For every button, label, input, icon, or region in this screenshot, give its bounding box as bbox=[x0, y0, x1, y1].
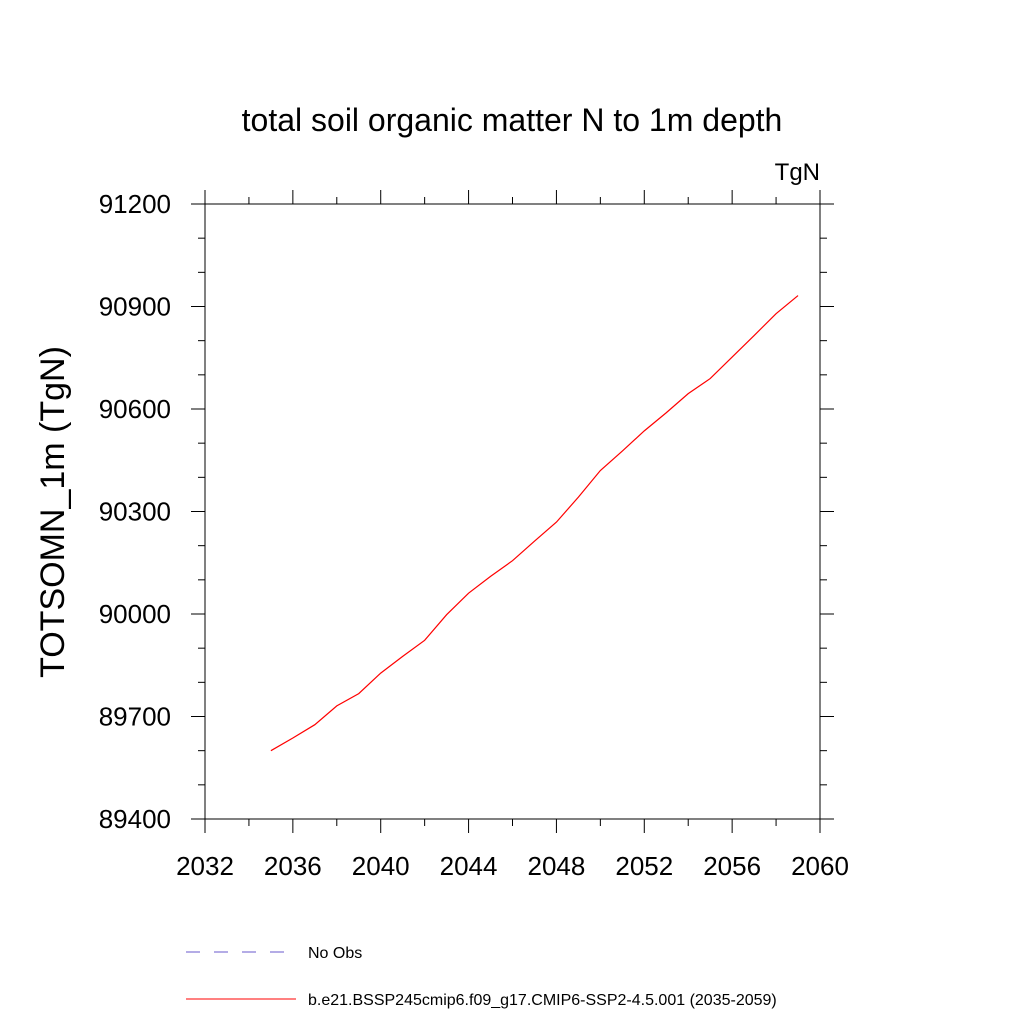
x-tick-label: 2040 bbox=[352, 851, 410, 881]
x-tick-label: 2032 bbox=[176, 851, 234, 881]
y-tick-label: 90600 bbox=[99, 394, 171, 424]
series-line-1 bbox=[270, 295, 799, 752]
y-tick-label: 90300 bbox=[99, 497, 171, 527]
axis-tick-labels: 2032 2036 2040 2044 2048 2052 2056 2060 89400 897… bbox=[99, 189, 849, 881]
legend: No Obs b.e21.BSSP245cmip6.f09_g17.CMIP6-S… bbox=[186, 945, 777, 1009]
x-tick-label: 2060 bbox=[791, 851, 849, 881]
y-tick-label: 90000 bbox=[99, 599, 171, 629]
x-tick-label: 2048 bbox=[528, 851, 586, 881]
y-tick-label: 90900 bbox=[99, 292, 171, 322]
legend-label-0: No Obs bbox=[308, 945, 362, 962]
x-tick-label: 2036 bbox=[264, 851, 322, 881]
x-tick-label: 2052 bbox=[615, 851, 673, 881]
y-tick-label: 89400 bbox=[99, 804, 171, 834]
y-axis-label: TOTSOMN_1m (TgN) bbox=[34, 346, 72, 678]
plot-frame bbox=[204, 203, 821, 820]
legend-label-1: b.e21.BSSP245cmip6.f09_g17.CMIP6-SSP2-4.… bbox=[308, 992, 777, 1009]
x-tick-label: 2056 bbox=[703, 851, 761, 881]
y-tick-label: 91200 bbox=[99, 189, 171, 219]
axis-ticks bbox=[191, 190, 834, 833]
x-tick-label: 2044 bbox=[440, 851, 498, 881]
y-tick-label: 89700 bbox=[99, 702, 171, 732]
units-label: TgN bbox=[775, 159, 820, 186]
chart-title: total soil organic matter N to 1m depth bbox=[242, 102, 783, 138]
series-layer bbox=[270, 295, 799, 752]
